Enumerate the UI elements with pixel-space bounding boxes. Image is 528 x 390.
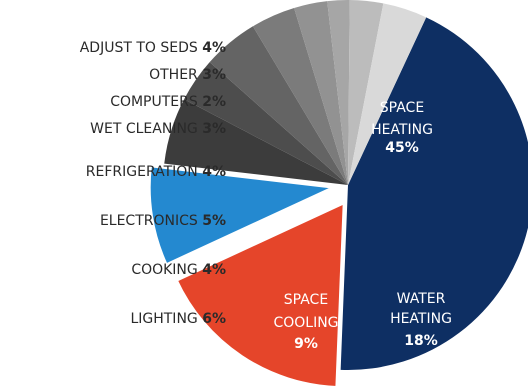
pie-slice-adjust-to-seds <box>348 3 427 185</box>
slice-value-other: 3% <box>202 67 226 83</box>
slice-label-cooking: COOKING 4% <box>131 262 226 278</box>
slice-label-adjust-to-seds: ADJUST TO SEDS 4% <box>80 40 226 56</box>
slice-value-refrigeration: 4% <box>202 164 226 180</box>
pie-labels: SPACE HEATING 45% WATER HEATING 18% SPACE COOLI… <box>80 40 452 352</box>
slice-label-space-heating-line2: HEATING <box>371 122 433 138</box>
slice-value-water-heating: 18% <box>404 333 438 349</box>
slice-label-space-cooling-line2: COOLING <box>273 315 338 331</box>
slice-value-electronics: 5% <box>202 213 226 229</box>
pie-slice-space-cooling <box>147 164 340 267</box>
slice-value-lighting: 6% <box>202 311 226 327</box>
pie-slice-other <box>348 0 384 185</box>
pie-slices <box>147 0 528 390</box>
slice-value-space-heating: 45% <box>385 140 419 156</box>
pie-slice-cooking <box>184 62 348 185</box>
slice-label-wet-cleaning: WET CLEANING 3% <box>90 121 226 137</box>
pie-slice-lighting <box>164 99 348 185</box>
pie-slice-computers <box>327 0 350 186</box>
slice-label-space-cooling-line1: SPACE <box>284 292 328 308</box>
slice-label-water-heating-line2: HEATING <box>390 311 452 327</box>
slice-label-computers: COMPUTERS 2% <box>110 94 226 110</box>
slice-label-refrigeration: REFRIGERATION 4% <box>86 164 226 180</box>
slice-label-water-heating-line1: WATER <box>397 291 446 307</box>
slice-label-lighting: LIGHTING 6% <box>130 311 226 327</box>
pie-slice-space-heating <box>340 17 528 370</box>
slice-value-computers: 2% <box>202 94 226 110</box>
slice-label-electronics: ELECTRONICS 5% <box>100 213 226 229</box>
slice-label-space-heating-line1: SPACE <box>380 100 424 116</box>
slice-value-adjust-to-seds: 4% <box>202 40 226 56</box>
pie-slice-refrigeration <box>252 8 348 186</box>
slice-label-other: OTHER 3% <box>149 67 226 83</box>
pie-slice-electronics <box>209 26 348 186</box>
slice-value-space-cooling: 9% <box>294 336 318 352</box>
slice-value-wet-cleaning: 3% <box>202 121 226 137</box>
slice-value-cooking: 4% <box>202 262 226 278</box>
pie-slice-wet-cleaning <box>294 1 348 185</box>
pie-slice-water-heating <box>174 200 346 390</box>
